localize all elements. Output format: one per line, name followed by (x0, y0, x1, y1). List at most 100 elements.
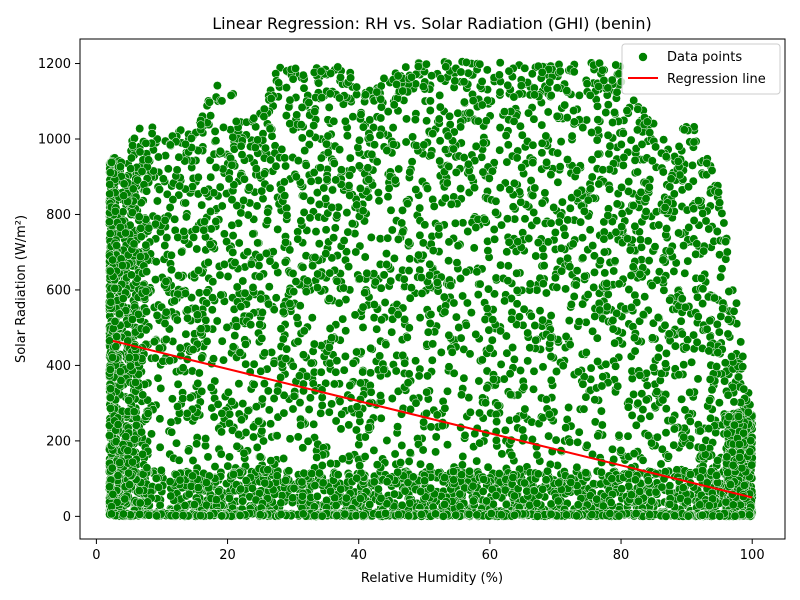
data-point (598, 372, 608, 382)
data-point (661, 404, 671, 414)
data-point (212, 316, 222, 326)
data-point (469, 243, 479, 253)
data-point (482, 383, 492, 393)
data-point (324, 102, 334, 112)
data-point (239, 174, 249, 184)
data-point (602, 302, 612, 312)
data-point (196, 324, 206, 334)
data-point (382, 146, 392, 155)
data-point (581, 468, 591, 478)
data-point (376, 391, 385, 401)
data-point (293, 156, 303, 166)
data-point (317, 461, 327, 470)
data-point (635, 269, 645, 279)
data-point (293, 432, 303, 442)
data-point (706, 413, 716, 423)
data-point (716, 311, 726, 321)
data-point (355, 274, 365, 284)
data-point (341, 493, 351, 503)
data-point (693, 196, 703, 206)
data-point (265, 256, 275, 266)
data-point (351, 425, 361, 435)
data-point (595, 256, 605, 266)
data-point (477, 100, 487, 110)
data-point (512, 286, 522, 295)
data-point (705, 395, 715, 405)
data-point (624, 469, 634, 479)
data-point (415, 230, 425, 240)
data-point (599, 247, 609, 257)
data-point (257, 333, 267, 343)
data-point (215, 146, 225, 156)
data-point (210, 462, 220, 472)
data-point (482, 304, 492, 313)
data-point (201, 315, 211, 325)
data-point (712, 319, 722, 329)
data-point (352, 347, 362, 357)
data-point (207, 305, 217, 315)
data-point (698, 299, 708, 309)
data-point (306, 358, 316, 368)
data-point (257, 394, 267, 404)
data-point (187, 293, 197, 303)
data-point (382, 260, 392, 269)
data-point (618, 128, 628, 138)
data-point (567, 131, 577, 141)
data-point (332, 210, 342, 220)
data-point (738, 362, 748, 372)
data-point (509, 178, 519, 188)
data-point (405, 254, 415, 264)
data-point (305, 213, 315, 223)
data-point (431, 447, 441, 457)
data-point (533, 238, 543, 248)
data-point (232, 282, 242, 292)
data-point (386, 205, 396, 215)
data-point (435, 102, 445, 112)
data-point (578, 379, 588, 389)
data-point (147, 429, 156, 439)
data-point (223, 387, 233, 397)
data-point (541, 288, 551, 298)
data-point (508, 473, 518, 482)
data-point (377, 315, 386, 325)
data-point (256, 366, 266, 376)
data-point (610, 338, 620, 348)
data-point (386, 276, 396, 286)
data-point (192, 439, 202, 449)
data-point (565, 340, 575, 350)
data-point (500, 425, 510, 435)
data-point (296, 420, 306, 430)
data-point (482, 65, 492, 75)
data-point (176, 125, 186, 135)
data-point (546, 91, 556, 100)
data-point (281, 354, 291, 364)
data-point (531, 251, 541, 261)
data-point (546, 375, 556, 385)
data-point (335, 145, 345, 155)
data-point (573, 367, 583, 377)
data-point (256, 294, 266, 304)
data-point (289, 391, 299, 401)
data-point (647, 281, 657, 290)
data-point (191, 224, 201, 234)
data-point (369, 445, 379, 455)
data-point (499, 374, 509, 384)
data-point (345, 153, 355, 163)
data-point (181, 212, 191, 222)
data-point (563, 215, 573, 225)
data-point (593, 357, 603, 366)
data-point (422, 116, 432, 126)
data-point (194, 368, 204, 378)
data-point (151, 473, 161, 483)
data-point (665, 481, 675, 491)
data-point (398, 205, 407, 215)
data-point (593, 149, 603, 159)
data-point (165, 203, 175, 212)
data-point (404, 266, 414, 276)
data-point (227, 195, 237, 205)
data-point (264, 299, 274, 309)
data-point (477, 355, 487, 365)
data-point (306, 176, 316, 186)
data-point (375, 351, 385, 361)
data-point (440, 403, 450, 413)
